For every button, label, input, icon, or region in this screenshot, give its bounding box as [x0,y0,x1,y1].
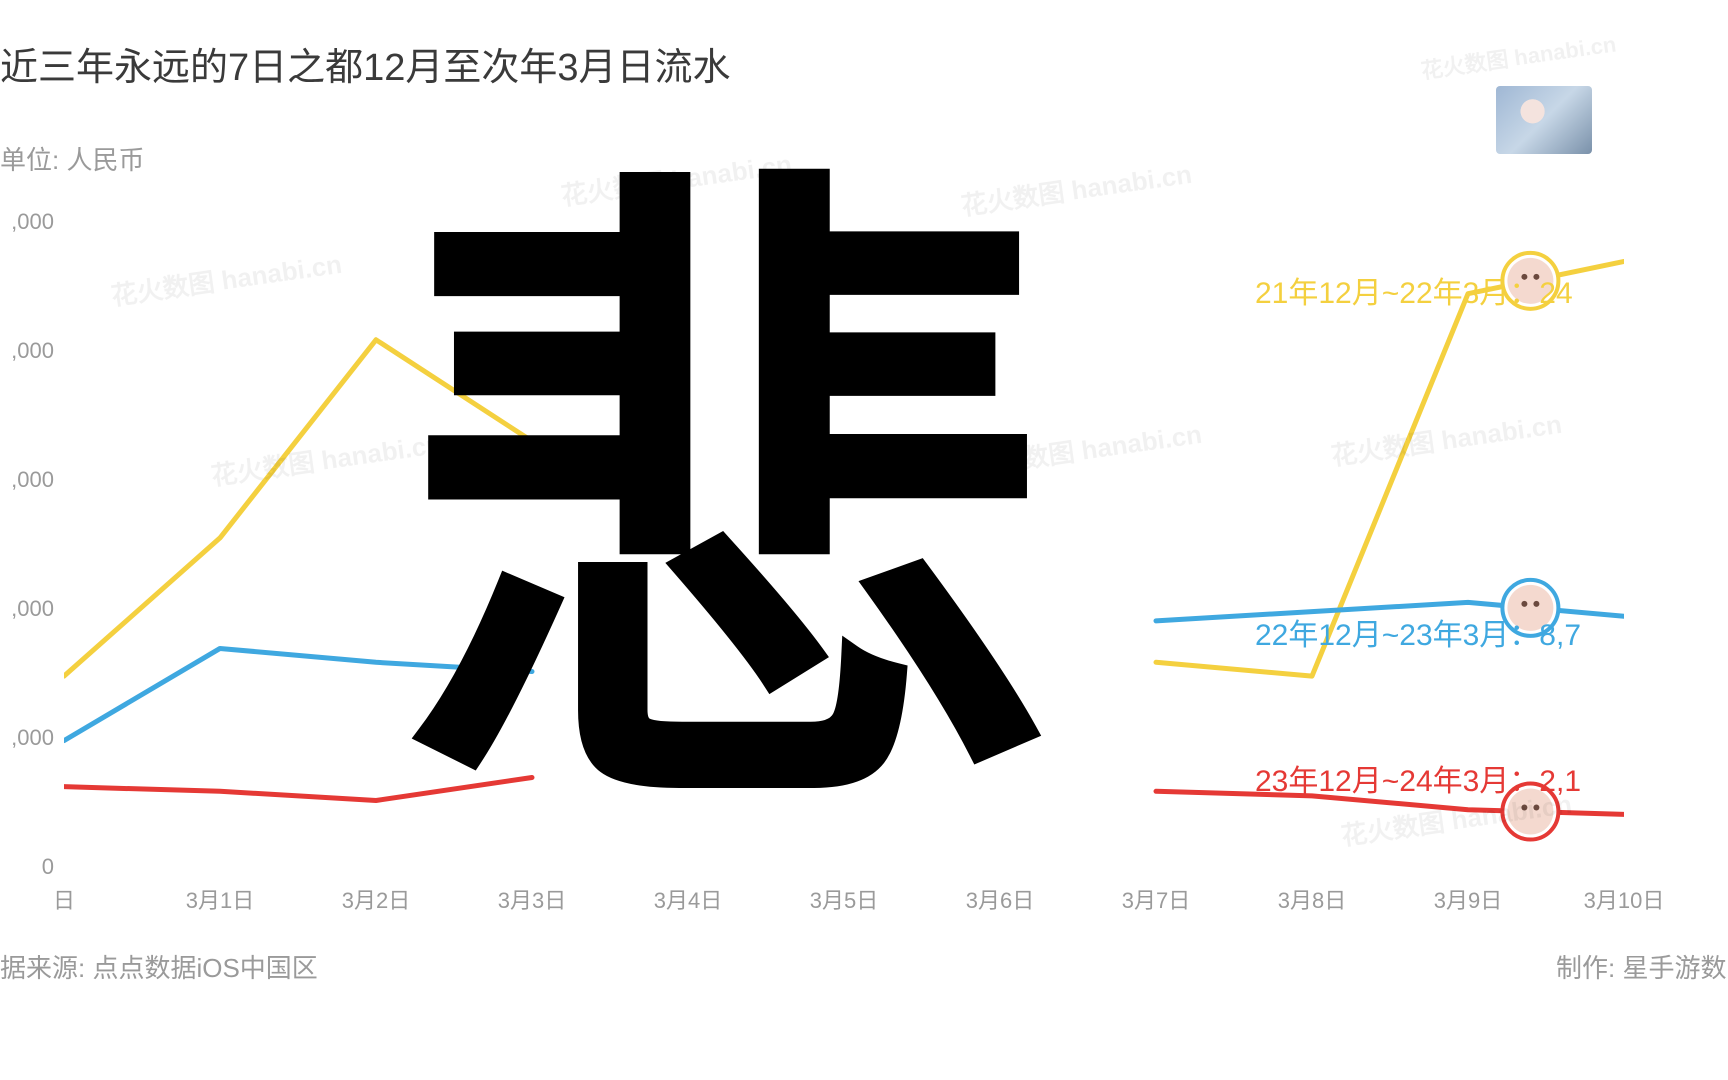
x-axis-tick-label: 3月4日 [654,883,722,915]
marker-avatar-icon [1533,805,1539,811]
marker-avatar-icon [1533,601,1539,607]
data-source-label: 据来源: 点点数据iOS中国区 [0,948,318,985]
x-axis-tick-label: 3月1日 [186,883,254,915]
chart-subtitle: 单位: 人民币 [0,140,144,177]
chart-title: 近三年永远的7日之都12月至次年3月日流水 [0,36,731,91]
series-legend-label: 22年12月~23年3月：8,7 [1255,610,1581,654]
y-axis-tick-label: 0 [0,854,54,880]
y-axis-tick-label: ,000 [0,467,54,493]
page-root: 近三年永远的7日之都12月至次年3月日流水 单位: 人民币 悲 据来源: 点点数… [0,0,1728,1080]
credits-label: 制作: 星手游数 [1556,948,1726,985]
marker-avatar-icon [1521,601,1527,607]
x-axis-tick-label: 3月2日 [342,883,410,915]
x-axis-tick-label: 3月7日 [1122,883,1190,915]
marker-avatar-icon [1521,805,1527,811]
watermark: 花火数图 hanabi.cn [559,144,794,213]
y-axis-tick-label: ,000 [0,725,54,751]
watermark: 花火数图 hanabi.cn [1419,26,1618,85]
watermark: 花火数图 hanabi.cn [959,154,1194,223]
series-legend-label: 21年12月~22年3月：24 [1255,268,1573,312]
y-axis-tick-label: ,000 [0,596,54,622]
x-axis-tick-label: 3月6日 [966,883,1034,915]
x-axis-tick-label: 3月10日 [1584,883,1665,915]
x-axis-tick-label: 3月5日 [810,883,878,915]
x-axis-tick-label: 3月9日 [1434,883,1502,915]
y-axis-tick-label: ,000 [0,209,54,235]
avatar-thumbnail [1496,86,1592,154]
series-legend-label: 23年12月~24年3月：2,1 [1255,756,1581,800]
x-axis-tick-label: 日 [53,883,75,915]
x-axis-tick-label: 3月3日 [498,883,566,915]
y-axis-tick-label: ,000 [0,338,54,364]
x-axis-tick-label: 3月8日 [1278,883,1346,915]
